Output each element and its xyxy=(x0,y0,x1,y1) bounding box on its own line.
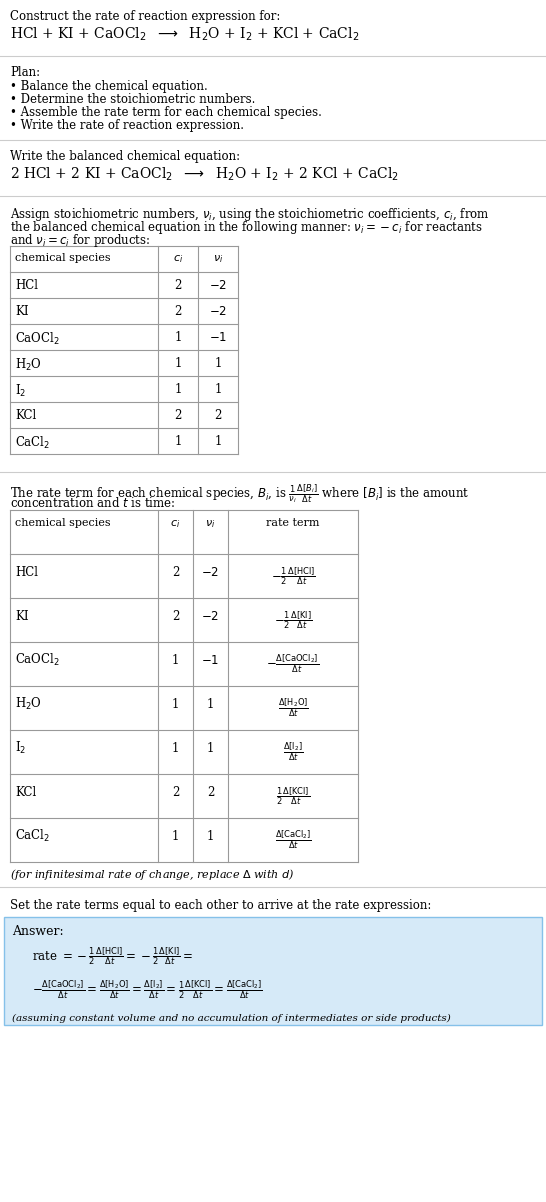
Text: Answer:: Answer: xyxy=(12,926,64,938)
Text: • Write the rate of reaction expression.: • Write the rate of reaction expression. xyxy=(10,119,244,132)
FancyBboxPatch shape xyxy=(4,917,542,1025)
Text: $c_i$: $c_i$ xyxy=(170,518,181,530)
Text: KI: KI xyxy=(15,609,28,623)
Text: $-\frac{1}{2}\frac{\Delta[\mathrm{HCl}]}{\Delta t}$: $-\frac{1}{2}\frac{\Delta[\mathrm{HCl}]}… xyxy=(271,565,316,587)
Text: 1: 1 xyxy=(172,742,179,755)
Text: 1: 1 xyxy=(174,435,182,448)
Text: 1: 1 xyxy=(207,829,214,843)
Text: CaCl$_2$: CaCl$_2$ xyxy=(15,435,50,451)
Text: 2: 2 xyxy=(174,279,182,292)
Text: $-2$: $-2$ xyxy=(209,305,227,319)
Text: concentration and $t$ is time:: concentration and $t$ is time: xyxy=(10,496,176,510)
Text: 1: 1 xyxy=(174,331,182,344)
Text: and $\nu_i = c_i$ for products:: and $\nu_i = c_i$ for products: xyxy=(10,232,151,249)
Text: KCl: KCl xyxy=(15,785,36,798)
Text: $-2$: $-2$ xyxy=(201,609,219,623)
Text: HCl: HCl xyxy=(15,565,38,578)
Text: I$_2$: I$_2$ xyxy=(15,383,26,399)
Text: 1: 1 xyxy=(172,829,179,843)
Text: (for infinitesimal rate of change, replace $\Delta$ with $d$): (for infinitesimal rate of change, repla… xyxy=(10,867,294,882)
Text: • Determine the stoichiometric numbers.: • Determine the stoichiometric numbers. xyxy=(10,93,256,106)
Text: $-2$: $-2$ xyxy=(209,279,227,292)
Text: Plan:: Plan: xyxy=(10,66,40,79)
Text: H$_2$O: H$_2$O xyxy=(15,696,42,712)
Text: 1: 1 xyxy=(172,654,179,666)
Text: CaOCl$_2$: CaOCl$_2$ xyxy=(15,331,60,347)
Text: KCl: KCl xyxy=(15,409,36,422)
Text: $c_i$: $c_i$ xyxy=(173,252,183,264)
Text: $-1$: $-1$ xyxy=(209,331,227,344)
Text: 2: 2 xyxy=(172,565,179,578)
Text: $-\frac{\Delta[\mathrm{CaOCl_2}]}{\Delta t}$: $-\frac{\Delta[\mathrm{CaOCl_2}]}{\Delta… xyxy=(266,653,319,676)
Text: (assuming constant volume and no accumulation of intermediates or side products): (assuming constant volume and no accumul… xyxy=(12,1014,451,1023)
Text: 1: 1 xyxy=(174,357,182,370)
Text: chemical species: chemical species xyxy=(15,518,111,528)
Text: The rate term for each chemical species, $B_i$, is $\frac{1}{\nu_i}\frac{\Delta[: The rate term for each chemical species,… xyxy=(10,482,470,505)
Text: I$_2$: I$_2$ xyxy=(15,740,26,756)
Text: 2 HCl + 2 KI + CaOCl$_2$  $\longrightarrow$  H$_2$O + I$_2$ + 2 KCl + CaCl$_2$: 2 HCl + 2 KI + CaOCl$_2$ $\longrightarro… xyxy=(10,166,399,184)
Text: chemical species: chemical species xyxy=(15,252,111,263)
Text: Write the balanced chemical equation:: Write the balanced chemical equation: xyxy=(10,150,240,163)
Text: 2: 2 xyxy=(207,785,214,798)
Text: 1: 1 xyxy=(172,697,179,710)
Text: 1: 1 xyxy=(215,435,222,448)
Text: HCl: HCl xyxy=(15,279,38,292)
Text: 1: 1 xyxy=(174,383,182,395)
Text: CaOCl$_2$: CaOCl$_2$ xyxy=(15,651,60,668)
Text: $\frac{\Delta[\mathrm{I_2}]}{\Delta t}$: $\frac{\Delta[\mathrm{I_2}]}{\Delta t}$ xyxy=(283,740,303,763)
Text: 2: 2 xyxy=(215,409,222,422)
Text: Set the rate terms equal to each other to arrive at the rate expression:: Set the rate terms equal to each other t… xyxy=(10,899,431,912)
Text: $\nu_i$: $\nu_i$ xyxy=(213,252,223,264)
Text: Assign stoichiometric numbers, $\nu_i$, using the stoichiometric coefficients, $: Assign stoichiometric numbers, $\nu_i$, … xyxy=(10,206,490,224)
Text: • Balance the chemical equation.: • Balance the chemical equation. xyxy=(10,81,207,93)
Text: $-\frac{\Delta[\mathrm{CaOCl_2}]}{\Delta t} = \frac{\Delta[\mathrm{H_2O}]}{\Delt: $-\frac{\Delta[\mathrm{CaOCl_2}]}{\Delta… xyxy=(32,978,263,1001)
Text: 1: 1 xyxy=(207,742,214,755)
Text: 2: 2 xyxy=(174,305,182,319)
Text: $\nu_i$: $\nu_i$ xyxy=(205,518,216,530)
Text: $\frac{\Delta[\mathrm{H_2O}]}{\Delta t}$: $\frac{\Delta[\mathrm{H_2O}]}{\Delta t}$ xyxy=(278,697,308,719)
Text: $-\frac{1}{2}\frac{\Delta[\mathrm{KI}]}{\Delta t}$: $-\frac{1}{2}\frac{\Delta[\mathrm{KI}]}{… xyxy=(274,609,312,631)
Text: 1: 1 xyxy=(207,697,214,710)
Text: $\frac{\Delta[\mathrm{CaCl_2}]}{\Delta t}$: $\frac{\Delta[\mathrm{CaCl_2}]}{\Delta t… xyxy=(275,828,311,851)
Text: 2: 2 xyxy=(172,609,179,623)
Text: $\frac{1}{2}\frac{\Delta[\mathrm{KCl}]}{\Delta t}$: $\frac{1}{2}\frac{\Delta[\mathrm{KCl}]}{… xyxy=(276,785,310,807)
Text: Construct the rate of reaction expression for:: Construct the rate of reaction expressio… xyxy=(10,10,281,23)
Text: CaCl$_2$: CaCl$_2$ xyxy=(15,828,50,844)
Text: H$_2$O: H$_2$O xyxy=(15,357,42,373)
Text: the balanced chemical equation in the following manner: $\nu_i = -c_i$ for react: the balanced chemical equation in the fo… xyxy=(10,219,483,236)
Text: 1: 1 xyxy=(215,383,222,395)
Text: 2: 2 xyxy=(174,409,182,422)
Text: 2: 2 xyxy=(172,785,179,798)
Text: 1: 1 xyxy=(215,357,222,370)
Text: rate term: rate term xyxy=(266,518,320,528)
Text: $-2$: $-2$ xyxy=(201,565,219,578)
Text: • Assemble the rate term for each chemical species.: • Assemble the rate term for each chemic… xyxy=(10,106,322,119)
Text: rate $= -\frac{1}{2}\frac{\Delta[\mathrm{HCl}]}{\Delta t} = -\frac{1}{2}\frac{\D: rate $= -\frac{1}{2}\frac{\Delta[\mathrm… xyxy=(32,945,193,966)
Text: KI: KI xyxy=(15,305,28,319)
Text: $-1$: $-1$ xyxy=(201,654,219,666)
Text: HCl + KI + CaOCl$_2$  $\longrightarrow$  H$_2$O + I$_2$ + KCl + CaCl$_2$: HCl + KI + CaOCl$_2$ $\longrightarrow$ H… xyxy=(10,26,359,43)
